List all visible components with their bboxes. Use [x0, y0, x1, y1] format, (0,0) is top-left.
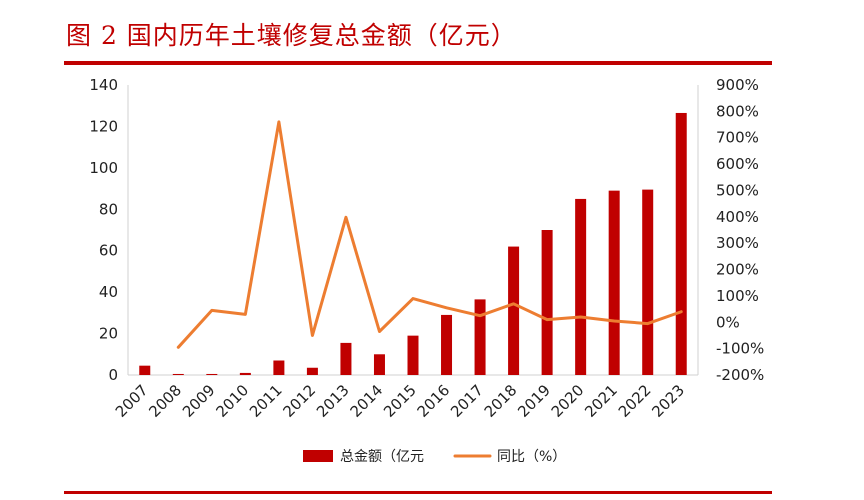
line-point-2015 — [411, 297, 415, 300]
right-tick-label: 500% — [716, 181, 759, 199]
line-point-2012 — [311, 334, 314, 337]
x-tick-label: 2012 — [280, 381, 320, 421]
x-tick-label: 2016 — [414, 381, 454, 421]
x-axis: 2007200820092010201120122013201420152016… — [112, 374, 698, 421]
line-point-2019 — [545, 318, 549, 321]
right-tick-label: 600% — [716, 155, 759, 173]
x-tick-label: 2009 — [179, 381, 219, 421]
bar-series — [139, 112, 687, 375]
x-tick-label: 2014 — [347, 381, 387, 421]
bar-2022 — [642, 189, 654, 375]
left-tick-label: 0 — [108, 366, 118, 384]
left-tick-label: 40 — [99, 283, 118, 301]
line-point-2017 — [478, 314, 482, 317]
bar-2011 — [273, 360, 285, 375]
left-tick-label: 60 — [99, 242, 118, 260]
bar-2020 — [575, 198, 587, 375]
x-tick-label: 2020 — [548, 381, 588, 421]
line-point-2018 — [512, 302, 515, 306]
line-point-2010 — [244, 313, 247, 316]
x-tick-label: 2015 — [380, 381, 420, 421]
line-point-2020 — [579, 315, 582, 319]
bar-2016 — [441, 314, 453, 375]
x-tick-label: 2023 — [648, 381, 688, 421]
line-point-2013 — [344, 216, 348, 219]
line-point-2011 — [277, 120, 281, 124]
bar-2015 — [407, 335, 419, 375]
bar-2008 — [172, 373, 184, 375]
bar-2019 — [541, 230, 553, 375]
right-tick-label: 900% — [716, 76, 759, 94]
legend-label-line: 同比（%） — [497, 449, 566, 465]
bar-2023 — [675, 112, 687, 375]
right-tick-label: 0% — [716, 313, 740, 331]
left-tick-label: 120 — [89, 117, 118, 135]
legend: 总金额（亿元 同比（%） — [303, 449, 566, 465]
line-point-2016 — [445, 306, 448, 309]
left-axis: 0 20 40 60 80 100 120 140 — [89, 76, 129, 384]
x-tick-label: 2017 — [447, 381, 487, 421]
right-axis: -200% -100% 0% 100% 200% 300% 400% 500% 600% 700%… — [697, 76, 764, 384]
x-tick-label: 2018 — [481, 381, 521, 421]
right-tick-label: 700% — [716, 129, 759, 147]
x-tick-label: 2007 — [112, 381, 152, 421]
line-series — [176, 120, 683, 349]
line-point-2014 — [378, 330, 381, 333]
left-tick-label: 100 — [89, 159, 118, 177]
bar-2010 — [239, 372, 251, 375]
bar-2014 — [373, 354, 385, 375]
bar-2017 — [474, 299, 486, 375]
yoy-line — [176, 120, 683, 349]
bar-2007 — [139, 365, 151, 375]
left-tick-label: 20 — [99, 325, 118, 343]
x-tick-label: 2022 — [615, 381, 655, 421]
line-point-2008 — [177, 346, 180, 349]
right-tick-label: 100% — [716, 287, 759, 305]
line-point-2022 — [646, 322, 649, 325]
line-point-2021 — [612, 319, 616, 323]
x-tick-label: 2019 — [514, 381, 554, 421]
right-tick-label: -200% — [716, 366, 764, 384]
right-tick-label: 200% — [716, 261, 759, 279]
figure-title: 图 2 国内历年土壤修复总金额（亿元） — [66, 21, 517, 50]
bar-2021 — [608, 190, 620, 375]
x-tick-label: 2011 — [246, 381, 286, 421]
bar-2012 — [306, 367, 318, 375]
line-point-2009 — [210, 309, 214, 312]
title-rule — [64, 61, 772, 65]
bar-2018 — [508, 246, 520, 375]
right-tick-label: 400% — [716, 208, 759, 226]
legend-label-bar: 总金额（亿元 — [340, 449, 424, 465]
x-tick-label: 2013 — [313, 381, 353, 421]
x-tick-label: 2021 — [581, 381, 621, 421]
right-tick-label: 300% — [716, 234, 759, 252]
bar-2009 — [206, 373, 218, 375]
bar-2013 — [340, 342, 352, 375]
x-tick-label: 2010 — [212, 381, 252, 421]
left-tick-label: 80 — [99, 200, 118, 218]
right-tick-label: 800% — [716, 102, 759, 120]
left-tick-label: 140 — [89, 76, 118, 94]
bottom-rule — [64, 491, 772, 494]
right-tick-label: -100% — [716, 340, 764, 358]
line-point-2023 — [680, 310, 683, 313]
legend-swatch-bar — [303, 450, 333, 462]
x-tick-label: 2008 — [145, 381, 185, 421]
